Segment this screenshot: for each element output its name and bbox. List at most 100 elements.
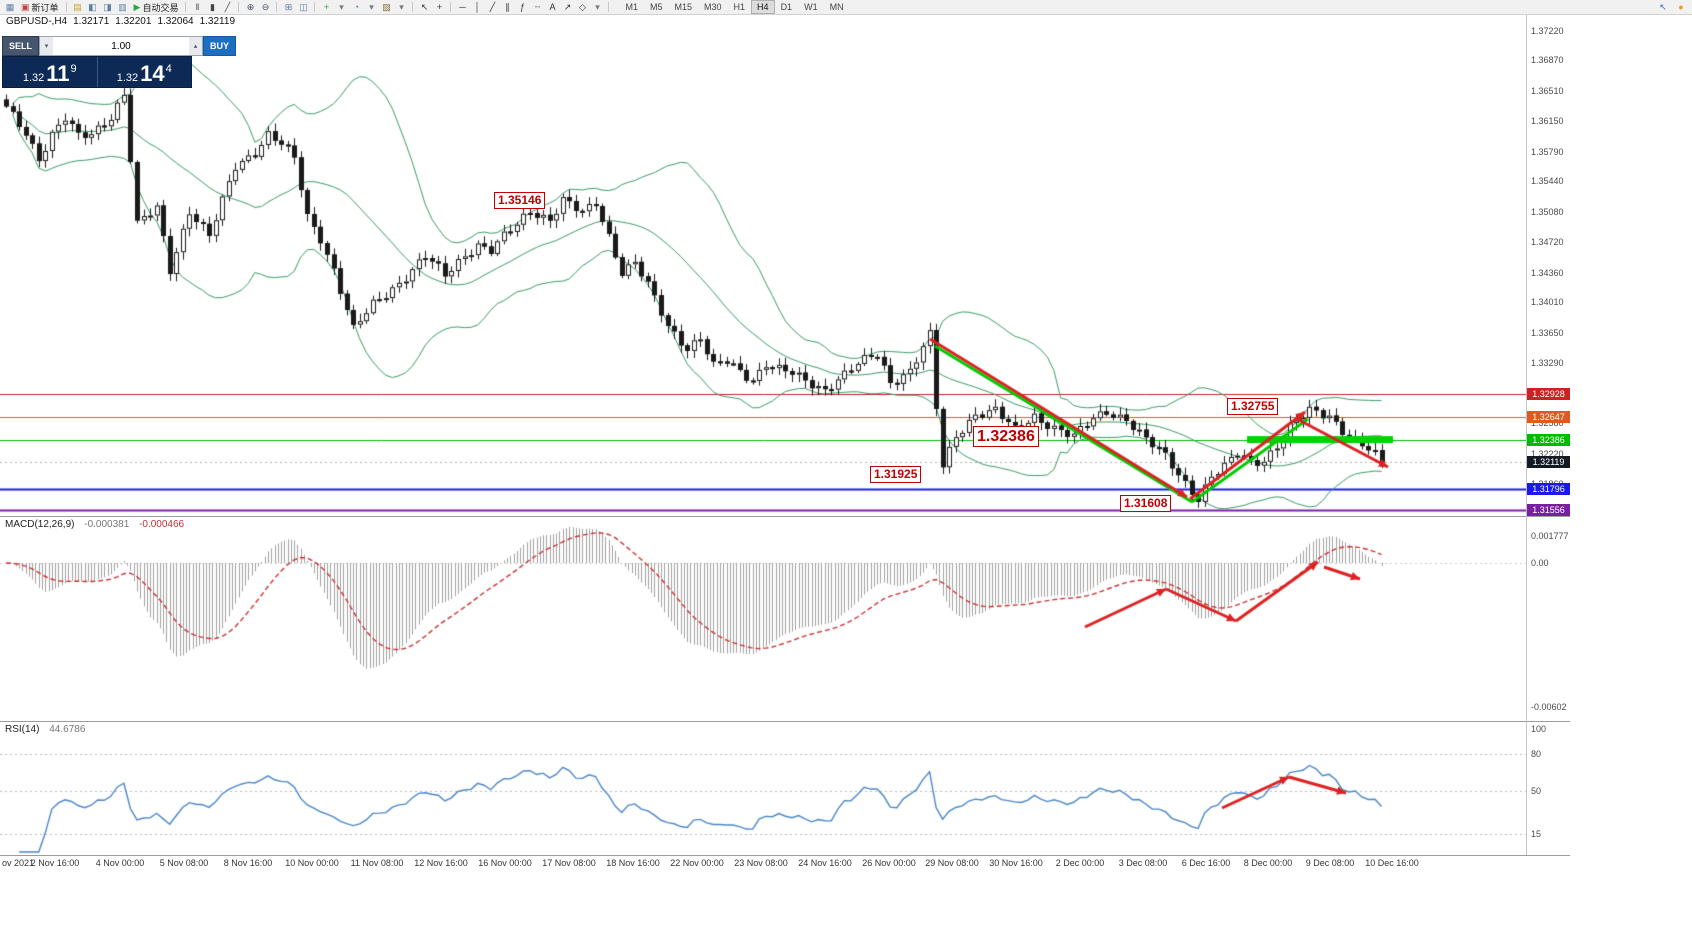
fibonacci-icon[interactable]: ƒ	[519, 1, 525, 12]
timeframe-button-m30[interactable]: M30	[704, 2, 722, 12]
trendline-icon[interactable]: ╱	[489, 1, 496, 12]
close-value: 1.32119	[199, 16, 235, 27]
price-axis-label: 1.34720	[1531, 237, 1564, 248]
time-axis-border	[0, 855, 1570, 856]
crosshair-icon[interactable]: +	[436, 1, 443, 12]
timeframe-button-d1[interactable]: D1	[780, 2, 793, 12]
time-axis-label: 2 Dec 00:00	[1055, 858, 1105, 868]
sell-price-prefix: 1.32	[22, 72, 45, 84]
shapes-icon[interactable]: ◇	[579, 1, 586, 12]
price-axis-label: 1.33290	[1531, 358, 1564, 369]
buy-price-display[interactable]: 1.32 14 4	[98, 57, 192, 87]
macd-rsi-separator[interactable]	[0, 721, 1570, 722]
horizontal-line-icon[interactable]: ─	[459, 1, 466, 12]
rsi-canvas[interactable]	[0, 722, 1527, 855]
indicators-icon[interactable]: +	[323, 1, 330, 12]
time-axis-label: 10 Nov 00:00	[285, 858, 339, 868]
price-tag-red-line: 1.32928	[1527, 387, 1570, 400]
chart-window-icon[interactable]: ▦	[5, 1, 15, 12]
templates-caret-icon[interactable]: ▾	[399, 1, 404, 12]
price-axis-label: 1.35080	[1531, 206, 1564, 217]
time-axis-label: 4 Nov 00:00	[95, 858, 145, 868]
time-axis-label: 2 Nov 16:00	[30, 858, 80, 868]
new-order-icon: ▣	[21, 1, 30, 12]
price-annotation[interactable]: 1.32386	[973, 426, 1039, 447]
alert-dot-icon[interactable]: ●	[1678, 2, 1684, 12]
rsi-value: 44.6786	[49, 724, 86, 735]
timeframe-button-m5[interactable]: M5	[649, 2, 663, 12]
price-axis-label: 1.36510	[1531, 85, 1564, 96]
market-watch-icon[interactable]: ▤	[73, 1, 82, 12]
macd-signal-value: -0.000466	[139, 519, 185, 530]
equidistant-channel-icon[interactable]: ∥	[505, 1, 510, 12]
buy-button[interactable]: BUY	[203, 36, 237, 56]
periods-icon[interactable]: ◔	[353, 1, 360, 12]
data-window-icon[interactable]: ◧	[88, 1, 97, 12]
cursor-icon[interactable]: ↖	[420, 1, 429, 12]
toolbar-separator	[185, 2, 187, 12]
zoom-in-icon[interactable]: ⊕	[246, 1, 255, 12]
price-axis-label: 1.35440	[1531, 176, 1564, 187]
toolbar-right: ↖ ●	[1656, 1, 1688, 14]
cascade-windows-icon[interactable]: ◫	[299, 1, 308, 12]
price-annotation[interactable]: 1.35146	[494, 192, 546, 209]
timeframe-switcher: M1 M5 M15 M30 H1 H4 D1 W1 MN	[619, 0, 849, 14]
time-axis-label: 22 Nov 00:00	[670, 858, 724, 868]
time-axis-label: 24 Nov 16:00	[798, 858, 852, 868]
time-axis-label: 10 Dec 16:00	[1365, 858, 1419, 868]
bar-chart-icon[interactable]: ‖	[195, 1, 200, 12]
auto-trading-button[interactable]: ▶ 自动交易	[131, 1, 182, 14]
timeframe-button-mn[interactable]: MN	[829, 2, 844, 12]
volume-input[interactable]	[53, 37, 190, 55]
time-axis-label: 9 Dec 08:00	[1305, 858, 1355, 868]
volume-decrease-caret-icon[interactable]: ▾	[40, 37, 54, 55]
volume-control: ▾ ▴	[39, 36, 204, 56]
macd-canvas[interactable]	[0, 517, 1527, 721]
navigator-icon[interactable]: ◨	[103, 1, 112, 12]
time-axis-label: 30 Nov 16:00	[989, 858, 1043, 868]
arrow-objects-icon[interactable]: ↗	[563, 1, 572, 12]
price-axis-label: 1.37220	[1531, 25, 1564, 36]
zoom-out-icon[interactable]: ⊖	[261, 1, 270, 12]
text-label-icon[interactable]: A	[549, 1, 556, 12]
sell-button[interactable]: SELL	[2, 36, 40, 56]
price-annotation[interactable]: 1.32755	[1227, 398, 1279, 415]
timeframe-button-w1[interactable]: W1	[804, 2, 818, 12]
line-chart-icon[interactable]: ╱	[224, 1, 231, 12]
pointer-tool-icon[interactable]: ↖	[1659, 2, 1667, 12]
price-annotation[interactable]: 1.31608	[1120, 495, 1172, 512]
toolbar-separator	[314, 2, 316, 12]
time-axis-label: ov 2021	[2, 858, 35, 868]
terminal-icon[interactable]: ▥	[118, 1, 127, 12]
time-axis-label: 3 Dec 08:00	[1118, 858, 1168, 868]
new-order-button[interactable]: ▣ 新订单	[18, 1, 62, 14]
volume-increase-caret-icon[interactable]: ▴	[189, 37, 203, 55]
templates-icon[interactable]: ▨	[382, 1, 391, 12]
macd-header: MACD(12,26,9) -0.000381 -0.000466	[5, 519, 184, 530]
candlestick-chart-icon[interactable]: ▮	[209, 1, 215, 12]
timeframe-button-m1[interactable]: M1	[625, 2, 638, 12]
timeframe-button-h1[interactable]: H1	[733, 2, 746, 12]
tile-windows-icon[interactable]: ⊞	[284, 1, 293, 12]
indicators-caret-icon[interactable]: ▾	[339, 1, 344, 12]
dotted-line-icon[interactable]: ┈	[534, 1, 541, 12]
timeframe-button-h4[interactable]: H4	[751, 0, 775, 14]
time-axis-label: 29 Nov 08:00	[925, 858, 979, 868]
timeframe-button-m15[interactable]: M15	[674, 2, 693, 12]
macd-axis-label: -0.00602	[1531, 702, 1567, 712]
price-annotation[interactable]: 1.31925	[870, 466, 922, 483]
vertical-line-icon[interactable]: │	[474, 1, 481, 12]
toolbar-separator	[608, 2, 610, 12]
main-macd-separator[interactable]	[0, 516, 1570, 517]
time-axis-label: 12 Nov 16:00	[414, 858, 468, 868]
periods-caret-icon[interactable]: ▾	[369, 1, 374, 12]
price-divider	[96, 57, 98, 87]
shapes-caret-icon[interactable]: ▾	[595, 1, 600, 12]
price-axis-label: 1.36150	[1531, 116, 1564, 127]
macd-title: MACD(12,26,9)	[5, 519, 75, 530]
price-tag-blue-line: 1.31796	[1527, 483, 1570, 496]
main-chart-canvas[interactable]	[0, 14, 1527, 517]
sell-price-display[interactable]: 1.32 11 9	[3, 57, 97, 87]
toolbar-separator	[65, 2, 67, 12]
